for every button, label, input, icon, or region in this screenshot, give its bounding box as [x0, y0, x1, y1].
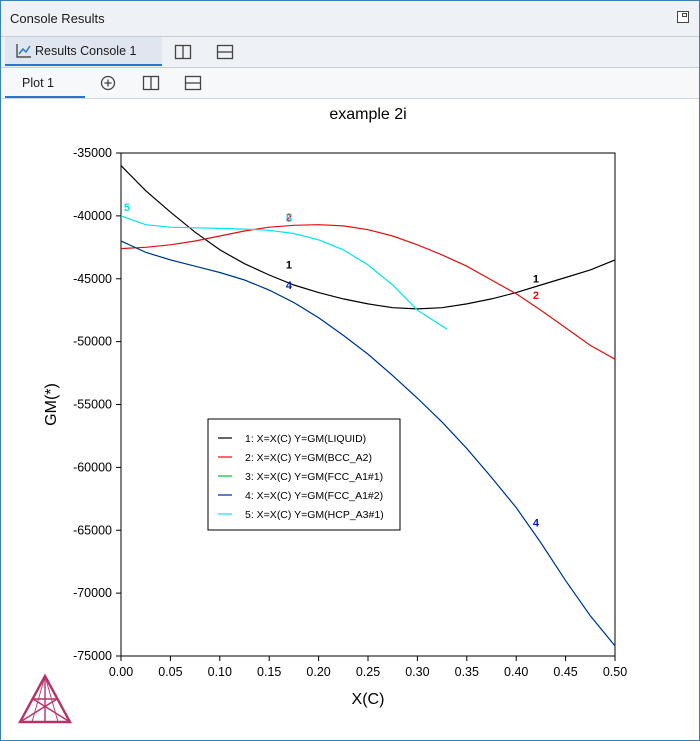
x-tick-label: 0.50 [603, 665, 627, 679]
legend-entry-2: 2: X=X(C) Y=GM(BCC_A2) [245, 452, 372, 464]
curve-label-4: 4 [533, 517, 540, 529]
series-line-5 [120, 215, 448, 330]
y-tick-label: -50000 [73, 335, 112, 349]
gibbs-energy-chart: example 2i 0.00 0.05 0.10 0.15 0.20 0.25 0.30 0.… [43, 106, 627, 708]
plot-frame [120, 152, 616, 657]
x-tick-label: 0.40 [504, 665, 528, 679]
series-line-1 [120, 165, 616, 310]
x-axis-label: X(C) [352, 691, 385, 708]
split-horizontal-icon[interactable] [216, 44, 234, 60]
y-axis-label: GM(*) [43, 383, 60, 426]
x-tick-label: 0.00 [109, 665, 133, 679]
y-tick-label: -45000 [73, 272, 112, 286]
curve-label-2: 2 [286, 212, 292, 224]
y-tick-label: -75000 [73, 649, 112, 663]
x-tick-label: 0.15 [257, 665, 281, 679]
y-tick-label: -40000 [73, 209, 112, 223]
split-horizontal-icon[interactable] [184, 75, 202, 91]
y-tick-label: -65000 [73, 523, 112, 537]
plot-tab-bar: Plot 1 [1, 68, 699, 99]
curve-label-2: 2 [533, 290, 539, 302]
add-plot-icon[interactable] [99, 75, 117, 91]
thermo-calc-logo [17, 673, 73, 724]
chart-title: example 2i [329, 106, 406, 123]
y-tick-label: -60000 [73, 460, 112, 474]
line-chart-icon [16, 44, 31, 58]
curve-label-5: 5 [286, 213, 292, 225]
curve-label-4: 4 [286, 280, 293, 292]
split-vertical-icon[interactable] [142, 75, 160, 91]
curve-label-5: 5 [124, 202, 130, 214]
legend-entry-5: 5: X=X(C) Y=GM(HCP_A3#1) [245, 509, 384, 521]
window-title-bar: Console Results [1, 1, 699, 37]
series-line-2 [120, 224, 616, 360]
legend-entry-4: 4: X=X(C) Y=GM(FCC_A1#2) [245, 490, 383, 502]
x-tick-label: 0.20 [306, 665, 330, 679]
legend-box [207, 418, 401, 531]
x-tick-label: 0.25 [356, 665, 380, 679]
y-tick-label: -35000 [73, 146, 112, 160]
tab-label: Plot 1 [22, 76, 54, 90]
console-tab-bar: Results Console 1 [1, 37, 699, 68]
curve-label-1: 1 [286, 260, 292, 272]
tab-plot-1[interactable]: Plot 1 [5, 68, 85, 98]
series-line-4 [120, 240, 616, 647]
maximize-icon[interactable] [677, 11, 689, 23]
y-tick-label: -70000 [73, 586, 112, 600]
legend-entry-3: 3: X=X(C) Y=GM(FCC_A1#1) [245, 471, 383, 483]
x-tick-label: 0.30 [405, 665, 429, 679]
tab-results-console-1[interactable]: Results Console 1 [5, 37, 162, 66]
split-vertical-icon[interactable] [174, 44, 192, 60]
x-tick-label: 0.45 [553, 665, 577, 679]
window-title: Console Results [10, 11, 105, 26]
x-tick-label: 0.10 [208, 665, 232, 679]
x-tick-label: 0.35 [455, 665, 479, 679]
x-tick-label: 0.05 [158, 665, 182, 679]
curve-label-1: 1 [533, 274, 539, 286]
tab-label: Results Console 1 [35, 44, 137, 58]
legend-entry-1: 1: X=X(C) Y=GM(LIQUID) [245, 433, 366, 445]
y-tick-label: -55000 [73, 398, 112, 412]
